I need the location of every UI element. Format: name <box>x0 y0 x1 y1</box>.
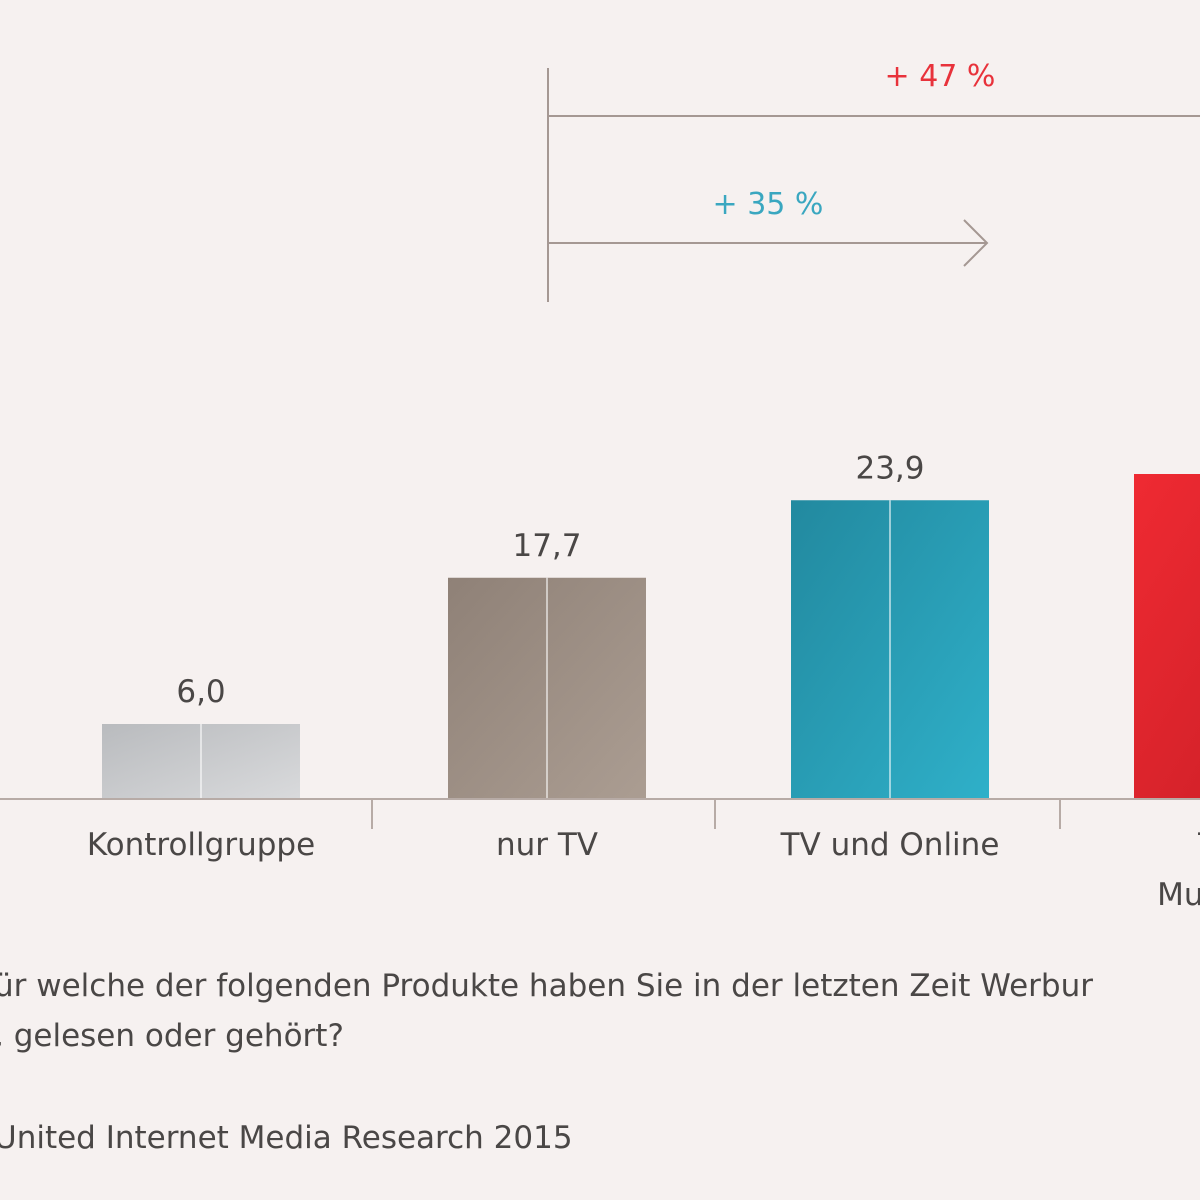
question-text-line-2: , gelesen oder gehört? <box>0 1018 344 1054</box>
category-label-1: Kontrollgruppe <box>87 827 315 863</box>
value-label-3: 23,9 <box>855 450 924 486</box>
comparison-label-47: + 47 % <box>885 59 996 94</box>
category-label-3: TV und Online <box>780 827 1000 863</box>
category-label-4-line-2: Multi <box>1157 877 1200 913</box>
source-text: United Internet Media Research 2015 <box>0 1120 573 1156</box>
category-label-2: nur TV <box>496 827 598 863</box>
comparison-label-35: + 35 % <box>713 187 824 222</box>
bar-4 <box>1134 474 1200 799</box>
comparison-arrow-head-35 <box>963 219 989 267</box>
value-label-1: 6,0 <box>176 674 225 710</box>
question-text-line-1: ür welche der folgenden Produkte haben S… <box>0 968 1094 1004</box>
bar-chart: + 47 % + 35 % 6,0 Kontrollgruppe 17,7 nur TV… <box>0 59 1200 913</box>
value-label-2: 17,7 <box>512 528 581 564</box>
category-label-4: TV u <box>1197 827 1200 863</box>
